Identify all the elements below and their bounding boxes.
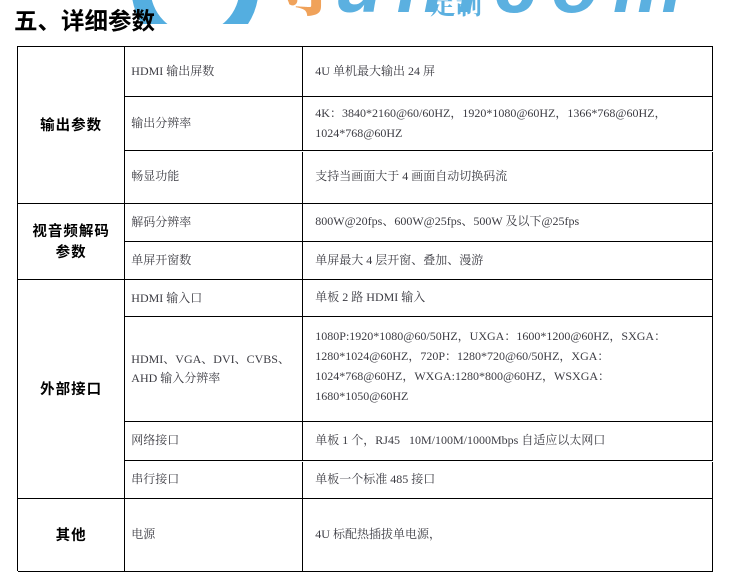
svg-text:定制: 定制 <box>430 0 482 20</box>
svg-text:导: 导 <box>262 0 342 24</box>
svg-text:unicom: unicom <box>335 0 696 24</box>
